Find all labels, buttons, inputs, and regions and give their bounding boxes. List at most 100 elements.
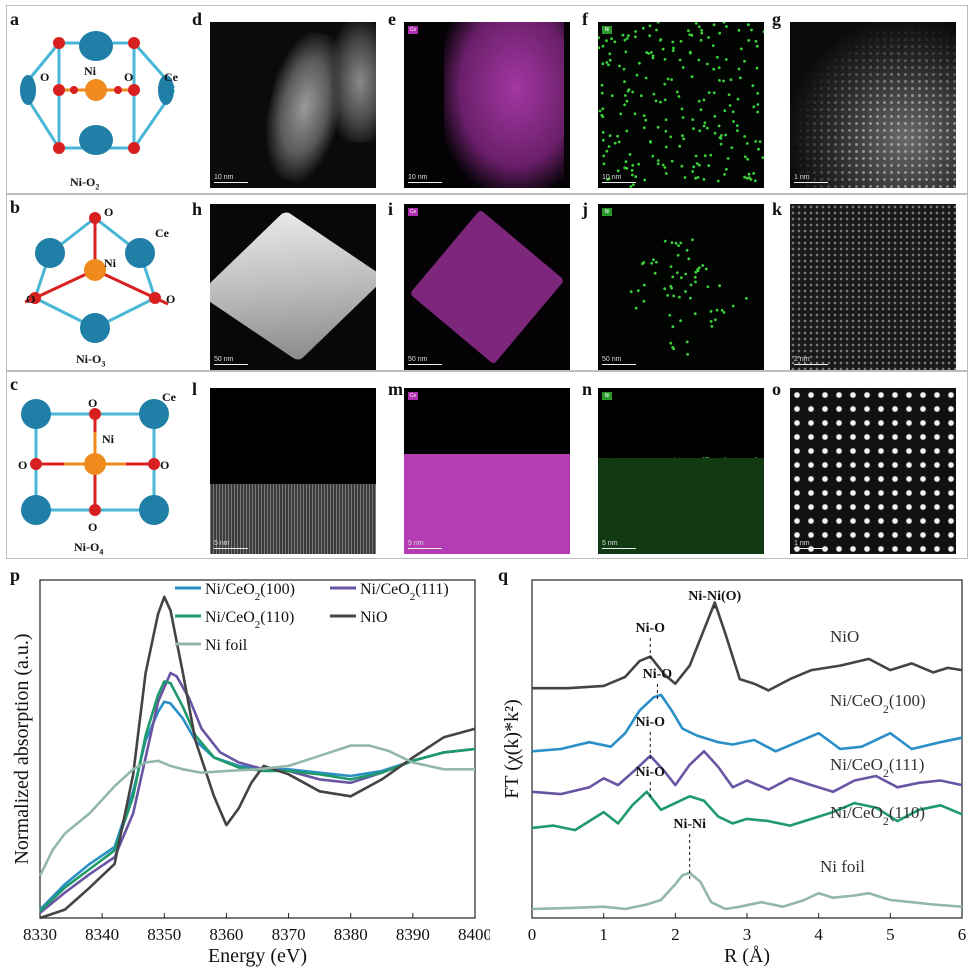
ni-dot — [663, 58, 667, 61]
ni-dot — [690, 33, 694, 37]
x-tick-label-q: 3 — [743, 925, 752, 944]
ni-dot — [668, 313, 672, 317]
ni-dot — [602, 138, 605, 142]
ni-dot — [694, 154, 698, 158]
ni-dot — [700, 28, 703, 32]
ni-dot — [598, 46, 601, 50]
scale-bar-i: 50 nm — [408, 356, 442, 365]
ni-dot — [743, 135, 747, 138]
ni-dot — [679, 319, 682, 323]
ni-dot — [716, 55, 719, 59]
haadf-image-h: 50 nm — [210, 204, 376, 370]
panel-label-l: l — [192, 379, 198, 399]
ni-dot — [625, 99, 629, 103]
atom-label-ni-c: Ni — [102, 432, 114, 446]
ni-dot — [687, 257, 691, 261]
ni-dot — [719, 142, 723, 146]
legend-label: Ni/CeO2(110) — [205, 609, 294, 631]
ni-dot — [707, 91, 711, 94]
ni-dot — [747, 39, 751, 42]
ni-dot — [676, 271, 679, 275]
ni-dot — [747, 23, 750, 27]
ni-dot — [690, 75, 694, 79]
ni-dot — [598, 36, 600, 40]
ni-dot — [754, 140, 758, 143]
ni-dot — [663, 287, 667, 291]
ni-dot — [600, 113, 604, 117]
structure-ni-o4-diagram — [21, 399, 169, 525]
lattice-image-k: 2 nm — [790, 204, 956, 370]
ni-dot — [719, 136, 723, 140]
ni-dot — [642, 299, 646, 303]
ni-dot — [723, 173, 726, 176]
ni-dot — [659, 100, 662, 104]
ni-dot — [703, 121, 707, 125]
ni-dot — [725, 167, 728, 171]
ni-dot — [699, 38, 703, 42]
panel-label-j: j — [582, 199, 588, 219]
ni-dot — [656, 159, 660, 162]
ni-dot — [743, 155, 747, 159]
ni-dot — [724, 58, 728, 61]
ni-dot — [606, 178, 609, 181]
ni-dot — [718, 79, 721, 82]
ni-map-f: Ni 10 nm — [598, 22, 764, 188]
ni-dot — [600, 91, 604, 95]
ni-dot — [672, 294, 676, 298]
ni-dot — [623, 103, 626, 107]
structure-name-b: Ni-O3 — [76, 352, 106, 369]
ni-dot — [640, 94, 643, 98]
ni-dot — [634, 175, 638, 179]
haadf-image-l: 5 nm — [210, 388, 376, 554]
ni-dot — [664, 118, 668, 122]
ni-dot — [605, 149, 609, 153]
ni-dot — [729, 78, 733, 82]
ni-dot — [745, 297, 748, 300]
ni-dot — [613, 40, 617, 44]
ni-dot — [696, 268, 699, 271]
structure-name-c: Ni-O4 — [74, 540, 104, 557]
ni-dot — [649, 140, 652, 143]
ni-dot — [743, 175, 746, 179]
ni-dot — [697, 266, 701, 270]
element-tag-ni-f: Ni — [602, 26, 612, 34]
atom-label-o-top-b: O — [104, 205, 114, 219]
ni-dot — [674, 241, 678, 245]
element-tag-ce-m: Ce — [408, 392, 418, 400]
ni-dot — [601, 131, 605, 134]
ni-dot — [679, 241, 683, 245]
row-box-2 — [6, 194, 968, 371]
ni-dot — [643, 178, 647, 182]
ni-dot — [691, 118, 695, 121]
ni-dot — [736, 97, 740, 101]
ni-dot — [685, 340, 689, 344]
ni-dot — [694, 22, 698, 25]
ni-dot — [656, 22, 660, 24]
ni-dot — [607, 63, 610, 67]
ni-dot — [664, 129, 668, 133]
ni-dot — [601, 44, 605, 48]
x-tick-label-p: 8400 — [458, 925, 490, 944]
ni-dot — [714, 318, 717, 322]
ce-map-m: Ce 5 nm — [404, 388, 570, 554]
ni-dot — [678, 295, 681, 299]
ni-dot — [652, 92, 656, 96]
ni-dot — [756, 103, 760, 106]
ni-dot — [697, 163, 701, 167]
ni-dot — [686, 353, 689, 356]
ni-dots-f — [598, 22, 764, 188]
ni-dot — [702, 124, 706, 128]
ni-dot — [669, 135, 673, 139]
ni-dot — [651, 56, 655, 60]
legend-label: NiO — [360, 609, 388, 626]
ni-dot — [740, 47, 743, 51]
peak-label: Ni-O — [635, 621, 665, 636]
chart-q-exafs: 0 1 2 3 4 5 6 R (Å) FT (χ(k)*k²) NiO Ni/CeO2(100) N… — [501, 579, 966, 967]
ni-dot — [642, 126, 646, 130]
atom-label-o-right-b: O — [166, 292, 176, 306]
ni-dot — [661, 47, 665, 51]
panel-label-f: f — [582, 9, 588, 29]
atom-label-o-left-c: O — [18, 458, 28, 472]
ni-dot — [669, 284, 673, 288]
ni-dots-j — [629, 238, 748, 356]
